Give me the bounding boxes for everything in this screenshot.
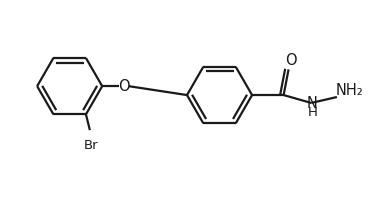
Text: NH₂: NH₂: [336, 83, 364, 98]
Text: H: H: [307, 106, 317, 119]
Text: Br: Br: [83, 139, 98, 152]
Text: O: O: [285, 53, 296, 68]
Text: N: N: [307, 96, 318, 111]
Text: O: O: [118, 79, 130, 94]
